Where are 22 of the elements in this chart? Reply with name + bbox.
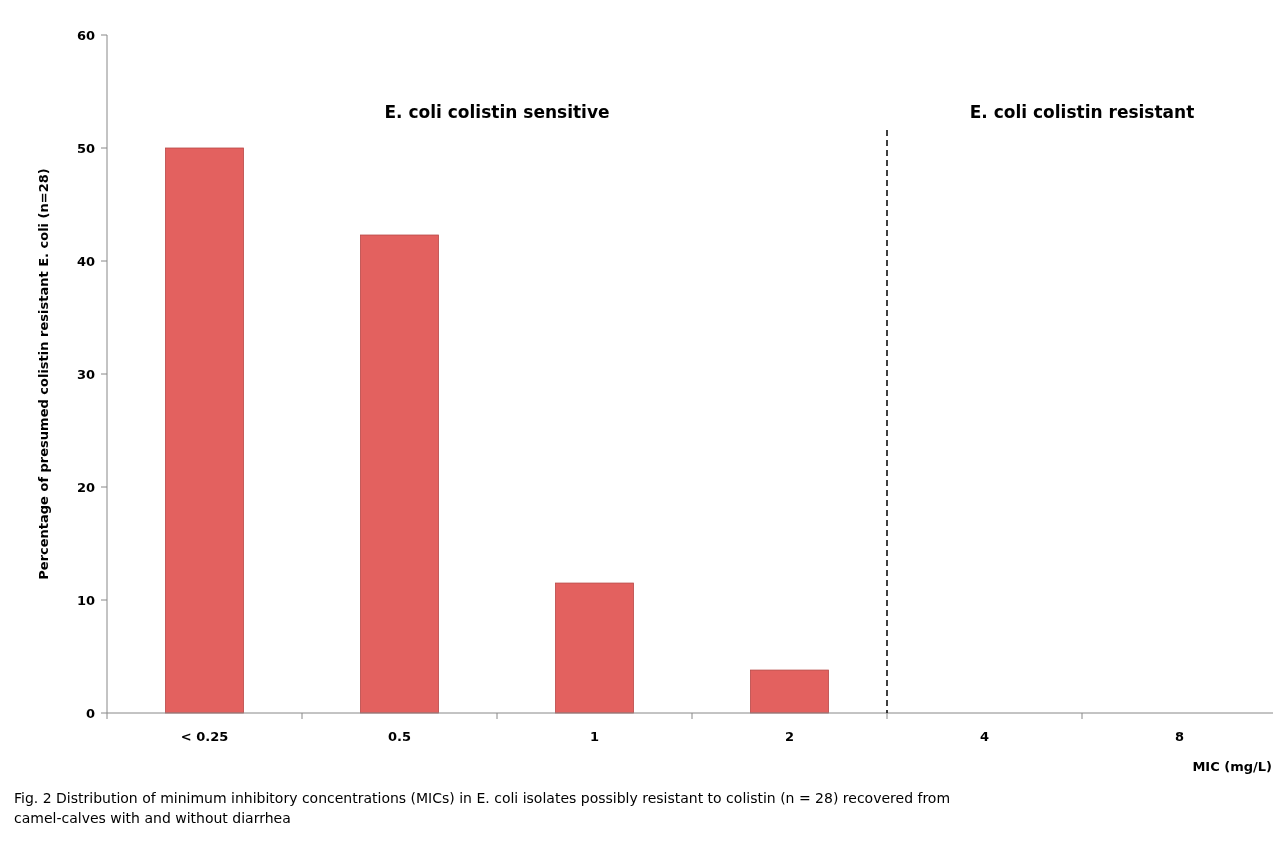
bar [555,582,634,714]
y-tick-label: 30 [76,366,95,382]
caption: Fig. 2 Distribution of minimum inhibitory concentrations (MICs) in E. coli isolates possibly resistant to colistin (n = 28) recovered from camel-calves with and without diarrhea [14,790,951,826]
x-tick-label: 8 [1174,729,1185,744]
y-tick-label: 10 [76,592,95,608]
x-tick-label: 0.5 [387,729,412,744]
annotation: E. coli colistin resistant [969,102,1195,122]
bar [750,669,829,714]
y-tick-label: 0 [85,705,95,721]
y-tick-label: 60 [76,27,95,43]
x-tick-label: < 0.25 [180,729,229,744]
y-tick-label: 40 [76,253,95,269]
bar [360,234,439,714]
x-tick-label: 2 [784,729,795,744]
bar [165,147,244,714]
y-tick-label: 20 [76,479,95,495]
x-tick-label: 1 [589,729,600,744]
y-axis-title: Percentage of presumed colistin resistant E. coli (n=28) [36,168,51,580]
x-tick-label: 4 [979,729,990,744]
annotation: E. coli colistin sensitive [384,102,610,122]
y-tick-label: 50 [76,140,95,156]
x-axis-title: MIC (mg/L) [1192,759,1272,774]
